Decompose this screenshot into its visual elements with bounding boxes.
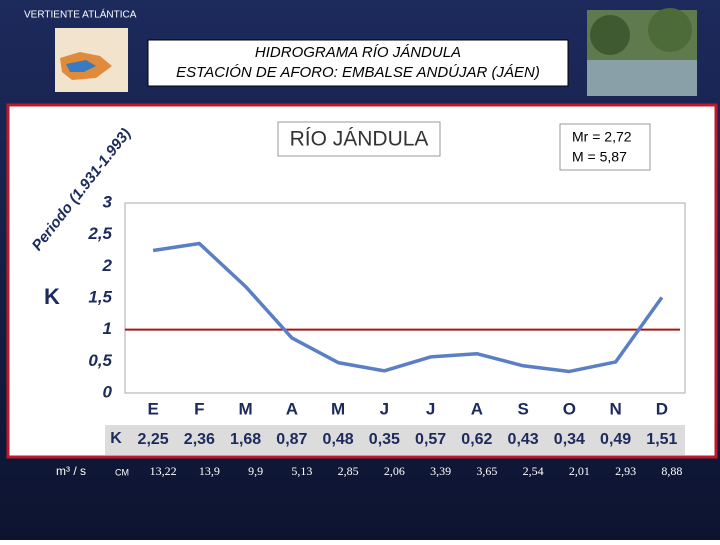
- table-cell: 2,54: [523, 464, 544, 478]
- table-cell: 0,62: [461, 431, 492, 448]
- table-cell: 3,39: [430, 464, 451, 478]
- x-tick-label: A: [471, 399, 483, 418]
- heading: HIDROGRAMA RÍO JÁNDULA: [255, 44, 461, 61]
- x-tick-label: S: [517, 399, 528, 418]
- unit-label: m³ / s: [56, 464, 86, 478]
- x-tick-label: F: [194, 399, 204, 418]
- river-photo: [587, 8, 697, 96]
- map-image: [55, 28, 128, 92]
- table-cell: 13,9: [199, 464, 220, 478]
- table-cell: 2,36: [184, 431, 215, 448]
- x-tick-label: E: [147, 399, 158, 418]
- row-label: CM: [115, 467, 129, 477]
- y-axis-label: K: [44, 284, 60, 309]
- table-cell: 2,85: [338, 464, 359, 478]
- table-cell: 5,13: [291, 464, 312, 478]
- table-cell: 0,57: [415, 431, 446, 448]
- x-tick-label: M: [331, 399, 345, 418]
- y-tick-label: 0: [103, 382, 113, 401]
- title-box: [277, 121, 441, 157]
- plot-area: [124, 202, 686, 394]
- annotation-box: [559, 123, 651, 171]
- annotation: Mr = 2,72: [572, 129, 632, 145]
- x-tick-label: O: [563, 399, 576, 418]
- table-cell: 8,88: [661, 464, 682, 478]
- y-tick-label: 1: [103, 319, 112, 338]
- x-tick-label: A: [286, 399, 298, 418]
- table-cell: 0,43: [508, 431, 539, 448]
- table-cell: 0,48: [323, 431, 354, 448]
- section-title: VERTIENTE ATLÁNTICA: [24, 8, 137, 21]
- table-cell: 2,01: [569, 464, 590, 478]
- table-cell: 0,35: [369, 431, 400, 448]
- x-tick-label: D: [656, 399, 668, 418]
- row-label: K: [110, 430, 122, 447]
- y-tick-label: 1,5: [88, 287, 112, 306]
- x-tick-label: J: [426, 399, 435, 418]
- y-tick-label: 2: [102, 256, 113, 275]
- y-tick-label: 3: [103, 192, 113, 211]
- table-cell: 3,65: [476, 464, 497, 478]
- x-tick-label: J: [380, 399, 389, 418]
- y-tick-label: 2,5: [87, 224, 112, 243]
- annotation: M = 5,87: [572, 149, 627, 165]
- table-cell: 2,06: [384, 464, 405, 478]
- table-cell: 2,93: [615, 464, 636, 478]
- x-tick-label: M: [239, 399, 253, 418]
- heading: ESTACIÓN DE AFORO: EMBALSE ANDÚJAR (JÁEN…: [176, 64, 540, 81]
- chart-title: RÍO JÁNDULA: [290, 128, 429, 151]
- table-cell: 2,25: [138, 431, 169, 448]
- table-cell: 13,22: [150, 464, 177, 478]
- x-tick-label: N: [609, 399, 621, 418]
- heading-box: [147, 39, 569, 87]
- table-cell: 1,68: [230, 431, 261, 448]
- line: [152, 241, 664, 374]
- table-cell: 0,49: [600, 431, 631, 448]
- table-cell: 0,87: [276, 431, 307, 448]
- table-cell: 0,34: [554, 431, 585, 448]
- y-tick-label: 0,5: [88, 351, 112, 370]
- table-row-bg: [105, 425, 685, 455]
- table-cell: 1,51: [646, 431, 677, 448]
- table-cell: 9,9: [248, 464, 263, 478]
